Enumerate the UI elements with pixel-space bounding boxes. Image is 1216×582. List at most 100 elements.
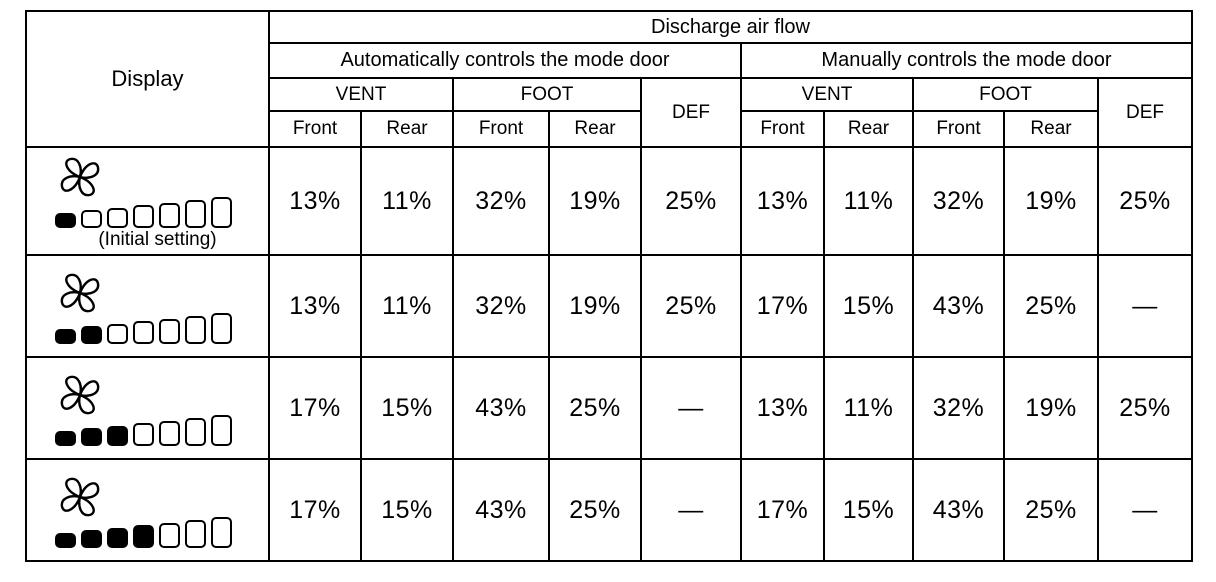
- fan-speed-segment: [133, 205, 154, 228]
- fan-speed-display-cell: [25, 254, 270, 358]
- value-cell: 25%: [1003, 254, 1099, 358]
- value-cell: 19%: [1003, 146, 1099, 256]
- column-header-manual-group: Manually controls the mode door: [739, 42, 1194, 79]
- fan-speed-segment: [211, 313, 232, 344]
- fan-speed-segment: [107, 323, 128, 344]
- fan-speed-display-cell: (Initial setting): [25, 146, 270, 256]
- value-cell: 25%: [1096, 146, 1194, 256]
- value-cell: 15%: [823, 458, 914, 562]
- fan-speed-segment: [55, 213, 76, 228]
- fan-icon: [60, 375, 100, 415]
- value-cell: 43%: [452, 356, 550, 460]
- fan-speed-segment: [159, 318, 180, 344]
- fan-speed-segment: [107, 425, 128, 446]
- fan-speed-segment: [55, 431, 76, 446]
- value-cell: 15%: [360, 458, 454, 562]
- fan-speed-segment: [185, 200, 206, 228]
- value-cell: —: [1096, 254, 1194, 358]
- value-cell: 19%: [1003, 356, 1099, 460]
- table-row: (Initial setting) 13% 11% 32% 19% 25% 13…: [25, 146, 1194, 256]
- value-cell: 25%: [548, 458, 642, 562]
- value-cell: 43%: [912, 458, 1005, 562]
- column-header-auto-def: DEF: [640, 77, 742, 148]
- fan-speed-segment: [211, 197, 232, 228]
- fan-speed-segments: [55, 516, 260, 548]
- value-cell: 43%: [912, 254, 1005, 358]
- column-header-manual-vent-rear: Rear: [823, 110, 914, 148]
- column-header-manual-vent: VENT: [740, 77, 914, 112]
- fan-speed-segment: [185, 520, 206, 548]
- column-header-auto-vent-rear: Rear: [360, 110, 454, 148]
- fan-icon: [60, 157, 100, 197]
- fan-speed-segment: [185, 418, 206, 446]
- fan-speed-segment: [185, 316, 206, 344]
- value-cell: 25%: [640, 146, 742, 256]
- fan-speed-segment: [211, 517, 232, 548]
- fan-speed-segment: [55, 533, 76, 548]
- fan-speed-segment: [107, 527, 128, 548]
- table-row: 17% 15% 43% 25% — 13% 11% 32% 19% 25%: [25, 356, 1194, 460]
- fan-speed-segment: [107, 207, 128, 228]
- column-header-discharge-air-flow: Discharge air flow: [267, 10, 1194, 44]
- value-cell: 32%: [452, 146, 550, 256]
- value-cell: —: [640, 356, 742, 460]
- value-cell: 19%: [548, 146, 642, 256]
- fan-icon: [60, 273, 100, 313]
- value-cell: 17%: [740, 458, 825, 562]
- value-cell: 17%: [268, 356, 362, 460]
- value-cell: 19%: [548, 254, 642, 358]
- value-cell: 43%: [452, 458, 550, 562]
- value-cell: 25%: [640, 254, 742, 358]
- column-header-display: Display: [25, 10, 270, 148]
- column-header-auto-foot-rear: Rear: [548, 110, 642, 148]
- value-cell: 13%: [740, 356, 825, 460]
- fan-speed-segment: [81, 210, 102, 228]
- fan-speed-segment: [159, 420, 180, 446]
- fan-speed-segment: [81, 326, 102, 344]
- value-cell: —: [640, 458, 742, 562]
- value-cell: 25%: [1003, 458, 1099, 562]
- value-cell: 11%: [823, 146, 914, 256]
- fan-speed-segment: [133, 423, 154, 446]
- value-cell: 17%: [740, 254, 825, 358]
- column-header-manual-foot-front: Front: [912, 110, 1005, 148]
- value-cell: 25%: [1096, 356, 1194, 460]
- fan-speed-segment: [55, 329, 76, 344]
- value-cell: 25%: [548, 356, 642, 460]
- fan-speed-segment: [133, 321, 154, 344]
- value-cell: 32%: [912, 146, 1005, 256]
- value-cell: 13%: [740, 146, 825, 256]
- value-cell: 11%: [360, 254, 454, 358]
- fan-speed-segments: [55, 312, 260, 344]
- value-cell: 11%: [360, 146, 454, 256]
- fan-speed-segment: [211, 415, 232, 446]
- discharge-airflow-table: Display Discharge air flow Automatically…: [25, 10, 1194, 562]
- value-cell: 32%: [912, 356, 1005, 460]
- value-cell: 15%: [823, 254, 914, 358]
- column-header-manual-foot-rear: Rear: [1003, 110, 1099, 148]
- fan-speed-display-cell: [25, 356, 270, 460]
- value-cell: 11%: [823, 356, 914, 460]
- column-header-auto-group: Automatically controls the mode door: [268, 42, 742, 79]
- column-header-auto-foot: FOOT: [452, 77, 642, 112]
- fan-speed-display-cell: [25, 458, 270, 562]
- column-header-auto-vent: VENT: [268, 77, 454, 112]
- initial-setting-caption: (Initial setting): [98, 229, 217, 250]
- value-cell: 13%: [268, 254, 362, 358]
- column-header-manual-foot: FOOT: [912, 77, 1099, 112]
- table-row: 13% 11% 32% 19% 25% 17% 15% 43% 25% —: [25, 254, 1194, 358]
- column-header-manual-def: DEF: [1096, 77, 1194, 148]
- value-cell: 17%: [268, 458, 362, 562]
- value-cell: 15%: [360, 356, 454, 460]
- column-header-auto-foot-front: Front: [452, 110, 550, 148]
- fan-speed-segment: [159, 522, 180, 548]
- value-cell: 13%: [268, 146, 362, 256]
- table-row: 17% 15% 43% 25% — 17% 15% 43% 25% —: [25, 458, 1194, 562]
- column-header-manual-vent-front: Front: [740, 110, 825, 148]
- fan-speed-segment: [81, 428, 102, 446]
- fan-speed-segments: [55, 196, 260, 228]
- table-header: Display Discharge air flow Automatically…: [25, 10, 1194, 148]
- column-header-auto-vent-front: Front: [268, 110, 362, 148]
- fan-speed-segments: [55, 414, 260, 446]
